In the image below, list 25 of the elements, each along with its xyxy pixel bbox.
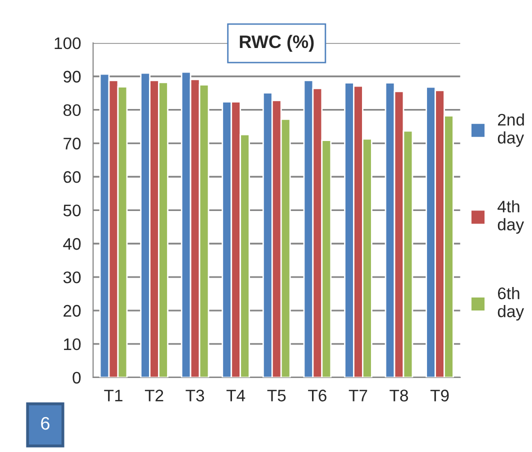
y-tick-label: 60	[64, 171, 81, 183]
x-tick-label: T2	[144, 390, 164, 402]
x-tick-label: T6	[308, 390, 326, 402]
chart-title: RWC (%)	[240, 34, 314, 52]
y-tick-label: 20	[64, 304, 81, 317]
x-tick-label: T1	[104, 390, 122, 402]
y-tick-label: 80	[63, 104, 81, 116]
x-tick-label: T4	[226, 390, 246, 402]
y-tick-label: 30	[63, 271, 81, 284]
y-tick-label: 10	[64, 338, 81, 350]
x-tick-label: T9	[430, 390, 449, 402]
x-tick-label: T8	[390, 390, 408, 402]
legend-label: 2nd day	[498, 113, 524, 147]
y-tick-label: 50	[63, 204, 81, 216]
y-tick-label: 70	[64, 138, 81, 150]
legend-label: 6th day	[498, 287, 524, 321]
x-tick-label: T5	[267, 390, 286, 402]
y-tick-label: 90	[64, 70, 81, 83]
legend-label: 4th day	[498, 200, 524, 234]
y-tick-label: 0	[72, 372, 81, 384]
x-tick-label: T3	[186, 390, 204, 402]
y-tick-label: 40	[63, 238, 81, 250]
x-tick-label: T7	[348, 390, 368, 402]
y-tick-label: 100	[54, 37, 81, 50]
text: 6	[41, 416, 50, 430]
